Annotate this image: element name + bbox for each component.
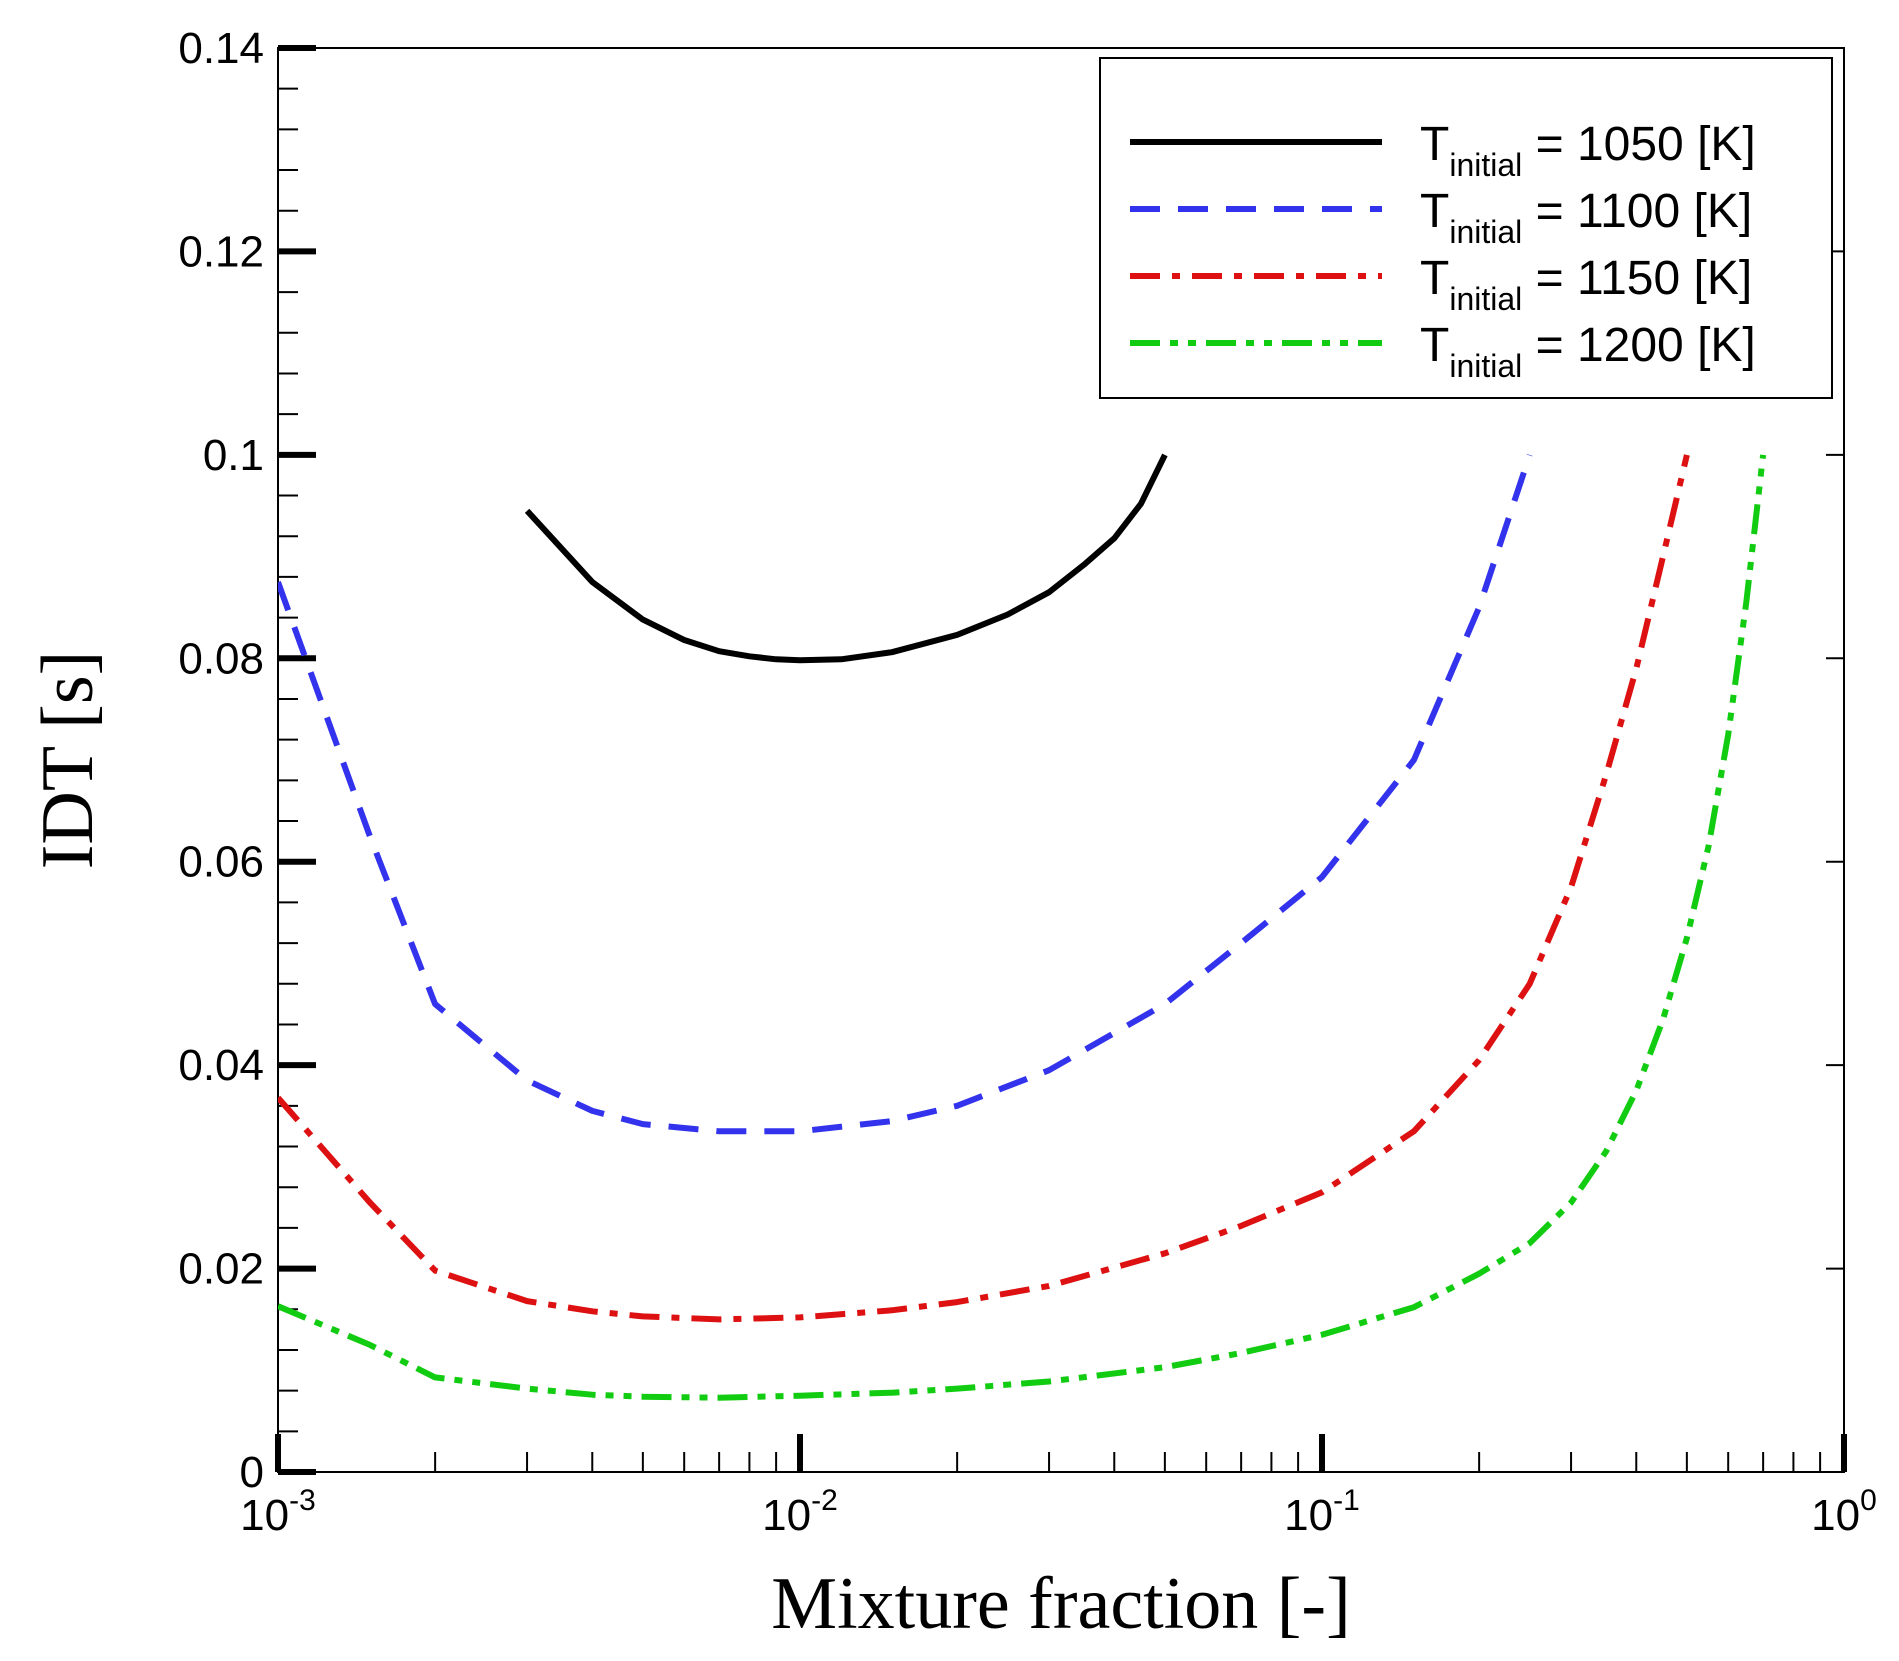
x-tick-exponent: -3 xyxy=(289,1484,316,1517)
x-tick-label: 10-3 xyxy=(240,1484,316,1540)
x-tick-exponent: -1 xyxy=(1333,1484,1360,1517)
series-lines xyxy=(278,453,1767,1401)
x-tick-label: 100 xyxy=(1811,1484,1877,1540)
x-axis-title: Mixture fraction [-] xyxy=(771,1563,1350,1645)
legend-symbol: T xyxy=(1420,252,1449,305)
legend-symbol: T xyxy=(1420,185,1449,238)
series-line-4 xyxy=(278,454,1767,1401)
series-line-3 xyxy=(278,454,1690,1323)
x-tick-label: 10-2 xyxy=(762,1484,838,1540)
legend-subscript: initial xyxy=(1449,147,1522,183)
legend-subscript: initial xyxy=(1449,348,1522,384)
legend-subscript: initial xyxy=(1449,281,1522,317)
plot-frame xyxy=(277,47,1845,1473)
series-line-1 xyxy=(524,453,1168,664)
y-tick-label: 0.1 xyxy=(203,431,264,480)
x-tick-base: 10 xyxy=(240,1491,289,1540)
legend-label-1: Tinitial = 1050 [K] xyxy=(1420,118,1756,183)
series-line-2 xyxy=(278,453,1533,1135)
y-tick-label: 0.02 xyxy=(178,1245,264,1294)
legend-value: = 1050 [K] xyxy=(1522,118,1756,171)
y-tick-label: 0.06 xyxy=(178,838,264,887)
x-tick-exponent: 0 xyxy=(1860,1484,1877,1517)
legend-label-4: Tinitial = 1200 [K] xyxy=(1420,319,1756,384)
legend-symbol: T xyxy=(1420,319,1449,372)
x-tick-base: 10 xyxy=(1284,1491,1333,1540)
x-tick-base: 10 xyxy=(1811,1491,1860,1540)
y-tick-label: 0.04 xyxy=(178,1041,264,1090)
legend-subscript: initial xyxy=(1449,214,1522,250)
y-tick-label: 0.12 xyxy=(178,227,264,276)
axis-ticks xyxy=(275,45,1847,1475)
x-tick-base: 10 xyxy=(762,1491,811,1540)
legend-value: = 1200 [K] xyxy=(1522,319,1756,372)
y-tick-label: 0 xyxy=(240,1448,264,1497)
legend-value: = 1100 [K] xyxy=(1522,185,1752,238)
y-tick-label: 0.08 xyxy=(178,634,264,683)
y-tick-label: 0.14 xyxy=(178,24,264,73)
legend-label-2: Tinitial = 1100 [K] xyxy=(1420,185,1752,250)
legend-symbol: T xyxy=(1420,118,1449,171)
legend-label-3: Tinitial = 1150 [K] xyxy=(1420,252,1752,317)
legend-value: = 1150 [K] xyxy=(1522,252,1752,305)
x-tick-exponent: -2 xyxy=(811,1484,838,1517)
x-tick-label: 10-1 xyxy=(1284,1484,1360,1540)
y-axis-title: IDT [s] xyxy=(27,651,109,870)
legend: Tinitial = 1050 [K]Tinitial = 1100 [K]Ti… xyxy=(1099,57,1833,399)
